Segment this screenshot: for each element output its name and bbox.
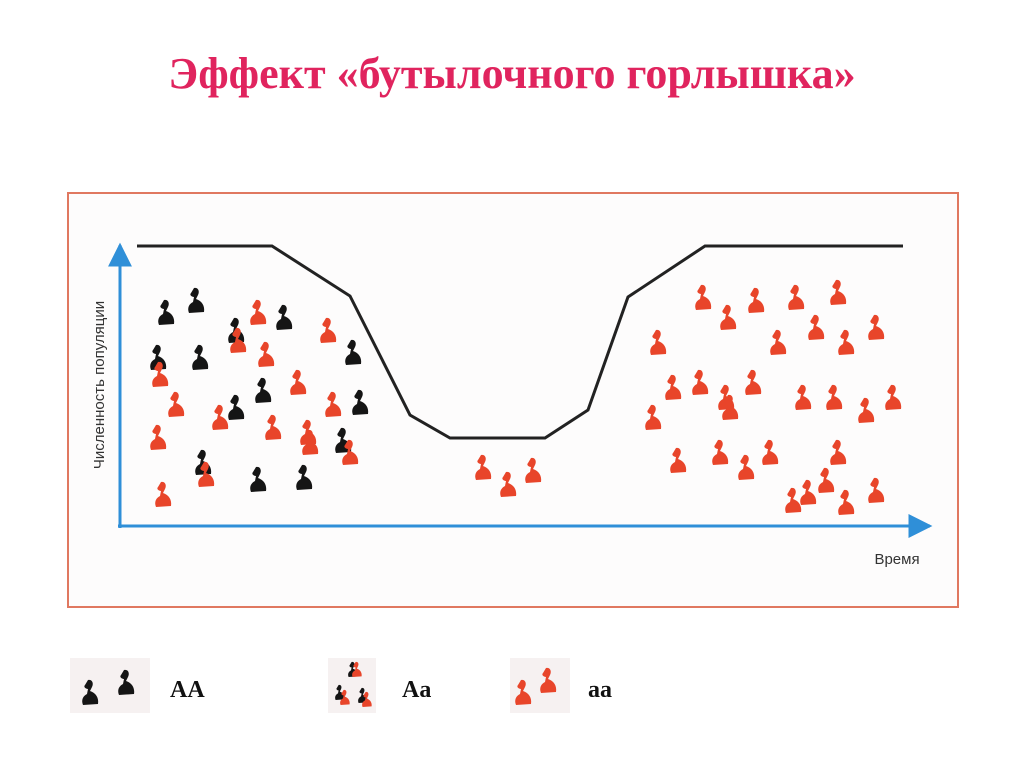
y-axis-label: Численность популяции [91, 301, 108, 469]
legend-label: Aa [402, 677, 431, 703]
title: Эффект «бутылочного горлышка» [168, 49, 855, 98]
legend-label: aa [588, 677, 612, 703]
diagram-frame [67, 192, 959, 608]
population-curve [137, 244, 903, 440]
legend-label: AA [170, 677, 205, 703]
x-axis-label: Время [874, 551, 919, 568]
legend-swatch [70, 658, 150, 713]
